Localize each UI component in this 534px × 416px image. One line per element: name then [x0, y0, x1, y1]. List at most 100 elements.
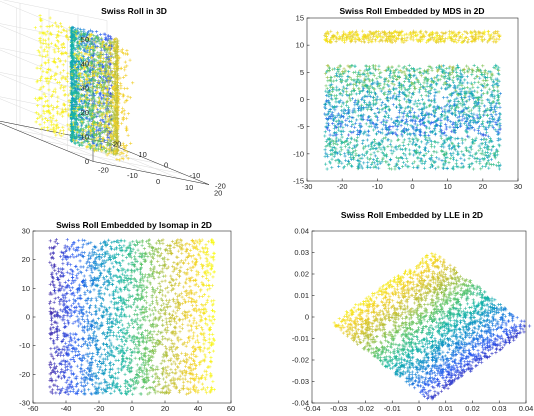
point	[107, 114, 111, 118]
point	[420, 110, 424, 114]
point	[70, 53, 74, 57]
point	[45, 77, 49, 81]
point	[412, 153, 416, 157]
point	[329, 29, 333, 33]
point	[397, 92, 401, 97]
point	[379, 103, 383, 107]
point	[402, 143, 406, 148]
point	[72, 40, 76, 44]
point	[47, 109, 51, 113]
point	[455, 158, 459, 163]
title-mds: Swiss Roll Embedded by MDS in 2D	[340, 6, 485, 16]
point	[466, 40, 470, 44]
point	[444, 66, 448, 71]
axis-edge	[106, 142, 210, 185]
point	[415, 102, 419, 106]
point	[436, 165, 440, 169]
point	[462, 70, 467, 75]
point	[462, 116, 466, 120]
point	[433, 160, 437, 164]
point	[395, 77, 399, 81]
point	[362, 147, 366, 151]
point	[36, 112, 40, 116]
point	[62, 28, 66, 32]
point	[62, 52, 66, 56]
point	[71, 93, 75, 97]
point	[353, 64, 357, 68]
point	[476, 85, 480, 89]
point	[40, 96, 44, 100]
point	[433, 140, 437, 144]
point	[390, 65, 394, 69]
point	[120, 121, 124, 126]
point	[53, 90, 57, 94]
point	[432, 76, 436, 80]
point	[487, 87, 492, 91]
point	[122, 112, 126, 116]
point	[480, 101, 484, 105]
point	[489, 103, 493, 107]
point	[470, 73, 474, 77]
title-3d: Swiss Roll in 3D	[101, 6, 167, 16]
point	[72, 64, 77, 68]
point	[341, 115, 346, 119]
point	[454, 162, 458, 166]
point	[39, 63, 43, 67]
point	[53, 87, 57, 91]
point	[489, 157, 493, 162]
point	[55, 44, 59, 49]
point	[457, 83, 461, 87]
point	[48, 24, 52, 29]
point	[364, 67, 368, 71]
point	[95, 115, 99, 119]
point	[35, 104, 40, 108]
point	[432, 150, 436, 154]
point	[377, 75, 381, 79]
point	[493, 128, 497, 132]
point	[386, 144, 390, 149]
point	[412, 140, 416, 144]
point	[383, 160, 387, 164]
point	[331, 118, 335, 122]
point	[57, 49, 61, 53]
point	[417, 108, 421, 112]
point	[40, 18, 44, 22]
point	[341, 125, 345, 129]
point	[119, 66, 123, 70]
point	[325, 98, 329, 102]
point	[65, 79, 69, 84]
point	[400, 70, 404, 74]
point	[70, 124, 74, 128]
point	[373, 64, 377, 68]
point	[459, 156, 463, 160]
point	[347, 70, 351, 74]
point	[46, 125, 50, 130]
point	[419, 74, 423, 78]
point	[131, 81, 135, 85]
point	[418, 30, 422, 34]
xtick-label: -10	[127, 171, 138, 180]
point	[411, 161, 415, 166]
point	[357, 105, 361, 109]
point	[479, 167, 483, 171]
point	[432, 114, 436, 118]
point	[355, 75, 360, 79]
point	[366, 129, 371, 134]
point	[458, 102, 462, 106]
point	[64, 29, 69, 33]
point	[362, 94, 367, 98]
point	[49, 127, 53, 131]
point	[371, 128, 376, 132]
point	[339, 132, 344, 136]
point	[383, 82, 387, 86]
point	[432, 145, 436, 149]
point	[429, 143, 433, 147]
point	[463, 96, 467, 100]
point	[407, 152, 412, 156]
point	[460, 161, 464, 166]
point	[424, 152, 428, 156]
point	[417, 145, 421, 149]
point	[462, 86, 467, 90]
ytick-label: 10	[139, 150, 147, 159]
point	[334, 78, 338, 82]
